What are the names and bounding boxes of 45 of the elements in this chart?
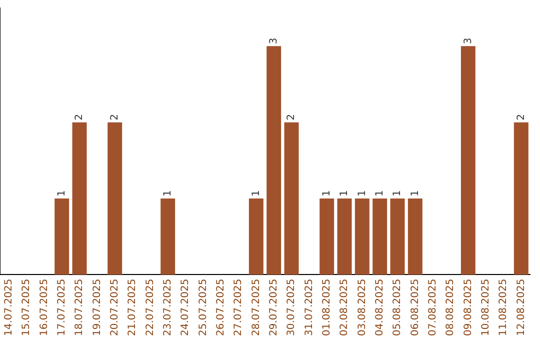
x-tick-label: 10.08.2025 <box>480 278 492 336</box>
data-label: 2 <box>74 114 86 120</box>
data-label: 1 <box>410 190 421 197</box>
data-label: 1 <box>250 190 262 197</box>
x-tick-label: 07.08.2025 <box>427 278 438 336</box>
x-tick-label: 12.08.2025 <box>516 278 527 336</box>
data-label: 1 <box>339 190 350 197</box>
x-tick-label: 28.07.2025 <box>250 278 262 336</box>
x-tick-label: 19.07.2025 <box>92 278 103 336</box>
x-tick-label: 24.07.2025 <box>180 278 192 336</box>
x-tick-label: 01.08.2025 <box>321 278 332 336</box>
x-tick-label: 27.07.2025 <box>233 278 244 336</box>
x-tick-label: 18.07.2025 <box>74 278 86 336</box>
x-tick-label: 20.07.2025 <box>109 278 120 336</box>
x-tick-label: 04.08.2025 <box>374 278 386 336</box>
data-label: 1 <box>356 190 368 197</box>
x-tick-label: 25.07.2025 <box>198 278 209 336</box>
data-label: 2 <box>286 114 298 120</box>
x-tick-label: 11.08.2025 <box>498 278 510 336</box>
x-tick-label: 15.07.2025 <box>21 278 32 336</box>
x-tick-label: 22.07.2025 <box>144 278 156 336</box>
data-label: 3 <box>268 38 280 44</box>
data-label: 1 <box>56 190 68 197</box>
x-tick-label: 03.08.2025 <box>356 278 368 336</box>
data-label: 3 <box>462 38 474 44</box>
x-tick-label: 26.07.2025 <box>215 278 226 336</box>
x-tick-label: 21.07.2025 <box>127 278 138 336</box>
x-tick-label: 31.07.2025 <box>304 278 315 336</box>
x-tick-label: 14.07.2025 <box>3 278 14 336</box>
x-tick-label: 02.08.2025 <box>339 278 350 336</box>
data-label: 2 <box>516 114 527 120</box>
x-tick-label: 05.08.2025 <box>392 278 404 336</box>
x-tick-label: 08.08.2025 <box>445 278 456 336</box>
data-label: 2 <box>109 114 120 120</box>
data-label: 1 <box>374 190 386 197</box>
x-tick-label: 16.07.2025 <box>38 278 50 336</box>
data-label: 1 <box>162 190 174 197</box>
x-tick-label: 09.08.2025 <box>462 278 474 336</box>
data-label: 1 <box>392 190 404 197</box>
x-tick-label: 06.08.2025 <box>410 278 421 336</box>
x-tick-label: 17.07.2025 <box>56 278 68 336</box>
x-tick-label: 29.07.2025 <box>268 278 280 336</box>
x-tick-label: 30.07.2025 <box>286 278 298 336</box>
data-label: 1 <box>321 190 332 197</box>
x-tick-label: 23.07.2025 <box>162 278 174 336</box>
